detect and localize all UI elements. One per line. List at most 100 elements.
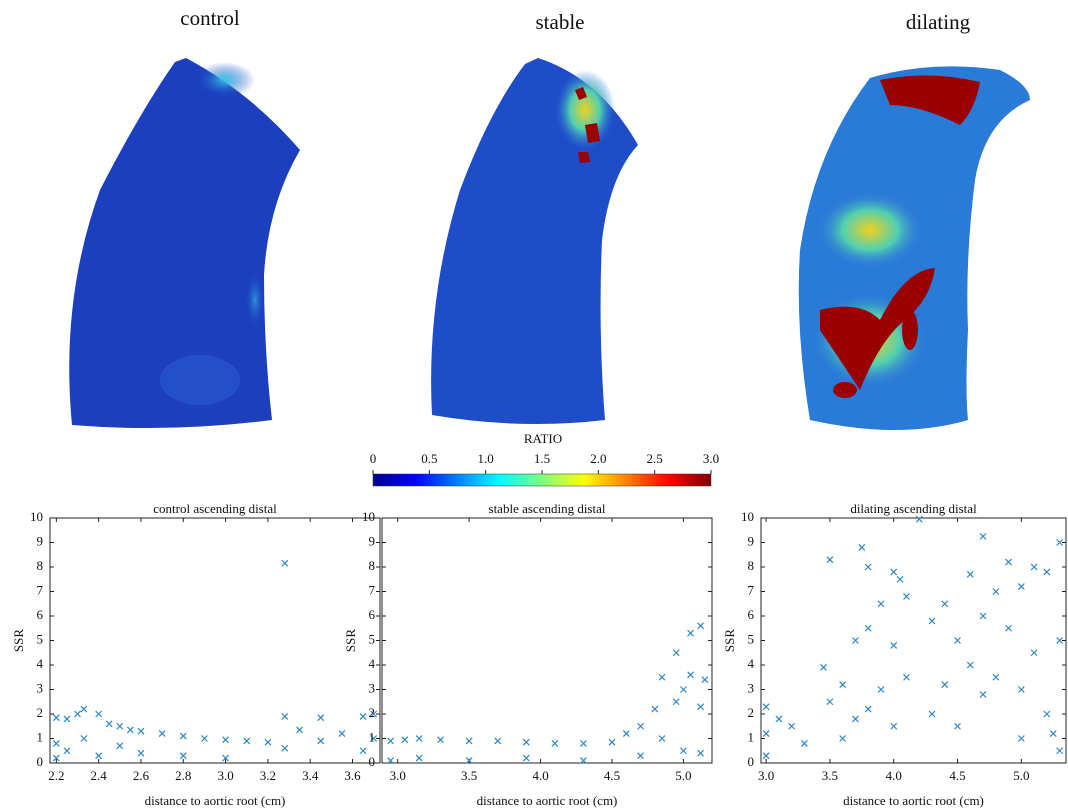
colorbar-tick-label: 1.5 [534,451,550,466]
y-tick-label: 6 [37,607,44,622]
y-tick-label: 2 [369,705,376,720]
y-tick-label: 8 [37,558,44,573]
y-tick-label: 3 [748,680,755,695]
x-tick-label: 3.0 [758,768,774,783]
point [388,738,394,744]
y-tick-label: 4 [37,656,44,671]
point [852,638,858,644]
point [64,748,70,754]
point [117,743,123,749]
point [1044,569,1050,575]
x-tick-label: 2.8 [175,768,191,783]
x-tick-label: 5.0 [1013,768,1029,783]
colorbar-tick-label: 1.0 [478,451,494,466]
point [180,753,186,759]
point [1050,731,1056,737]
point [852,716,858,722]
y-tick-label: 9 [369,533,376,548]
point [698,704,704,710]
point [201,736,207,742]
point [53,715,59,721]
colorbar-label: RATIO [524,431,562,446]
point [609,739,615,745]
point [993,674,999,680]
point [1006,625,1012,631]
point [702,677,708,683]
point [840,682,846,688]
point [1031,650,1037,656]
point [955,723,961,729]
point [763,704,769,710]
point [81,706,87,712]
point [840,736,846,742]
point [138,750,144,756]
point [638,723,644,729]
point [698,750,704,756]
point [523,739,529,745]
point [827,557,833,563]
point [1031,564,1037,570]
x-tick-label: 4.0 [532,768,548,783]
chart-title: stable ascending distal [489,501,606,516]
y-tick-label: 3 [37,680,44,695]
point [402,737,408,743]
y-tick-label: 2 [37,705,44,720]
y-tick-label: 4 [748,656,755,671]
colorbar-tick-label: 2.5 [647,451,663,466]
point [75,711,81,717]
point [865,706,871,712]
y-tick-label: 7 [37,582,44,597]
point [96,753,102,759]
point [552,740,558,746]
point [282,713,288,719]
x-tick-label: 3.0 [217,768,233,783]
point [776,716,782,722]
rendering-control [69,58,300,428]
point [416,755,422,761]
point [159,731,165,737]
point [580,740,586,746]
point [763,731,769,737]
colorbar-tick-label: 2.0 [590,451,606,466]
y-tick-label: 1 [369,729,376,744]
point [865,564,871,570]
x-tick-label: 3.4 [302,768,319,783]
point [789,723,795,729]
x-tick-label: 3.5 [461,768,477,783]
y-tick-label: 7 [748,582,755,597]
point [827,699,833,705]
point [659,674,665,680]
point [466,738,472,744]
point [223,737,229,743]
point [1057,540,1063,546]
y-tick-label: 2 [748,705,755,720]
figure: control stable dilating RATIO 00.51.01.5… [0,0,1068,811]
point [117,723,123,729]
point [688,630,694,636]
x-tick-label: 2.2 [48,768,64,783]
colorbar-scale [373,474,711,486]
point [929,711,935,717]
point [360,748,366,754]
point [903,593,909,599]
y-tick-label: 5 [748,631,755,646]
y-tick-label: 0 [37,754,44,769]
point [652,706,658,712]
point [64,716,70,722]
x-axis-label: distance to aortic root (cm) [843,793,984,808]
point [638,753,644,759]
point [680,687,686,693]
x-tick-label: 4.0 [886,768,902,783]
point [106,721,112,727]
y-tick-label: 6 [748,607,755,622]
point [297,727,303,733]
y-tick-label: 10 [30,509,43,524]
point [891,723,897,729]
x-tick-label: 3.5 [822,768,838,783]
point [801,740,807,746]
colorbar-tick-label: 0 [370,451,377,466]
point [942,601,948,607]
rendering-dilating [799,66,1030,430]
point [859,544,865,550]
